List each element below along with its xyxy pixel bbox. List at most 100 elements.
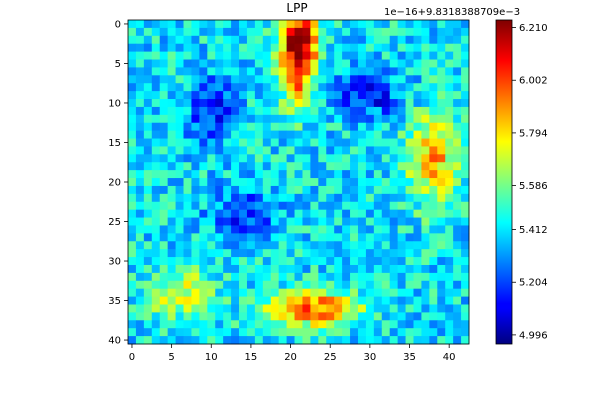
heatmap-cell: [453, 154, 462, 163]
heatmap-cell: [278, 99, 287, 108]
heatmap-cells: [128, 20, 470, 345]
heatmap-cell: [342, 241, 351, 250]
heatmap-cell: [421, 162, 430, 171]
heatmap-cell: [167, 201, 176, 211]
heatmap-cell: [239, 162, 248, 171]
heatmap-cell: [175, 27, 184, 37]
heatmap-cell: [175, 178, 184, 187]
heatmap-cell: [167, 20, 176, 29]
heatmap-cell: [175, 201, 184, 211]
heatmap-cell: [389, 304, 399, 313]
heatmap-cell: [254, 83, 264, 92]
heatmap-cell: [223, 249, 232, 258]
heatmap-cell: [183, 130, 192, 139]
heatmap-cell: [231, 225, 240, 234]
heatmap-cell: [191, 201, 200, 211]
heatmap-cell: [215, 328, 224, 337]
heatmap-cell: [254, 185, 264, 195]
heatmap-cell: [246, 312, 256, 321]
heatmap-cell: [286, 170, 295, 179]
heatmap-cell: [318, 304, 327, 313]
heatmap-cell: [405, 59, 414, 68]
heatmap-cell: [389, 138, 399, 147]
x-tick-label: 40: [443, 352, 456, 363]
heatmap-cell: [373, 154, 383, 163]
heatmap-cell: [175, 264, 184, 274]
heatmap-cell: [350, 241, 359, 250]
x-tick-label: 25: [324, 352, 337, 363]
heatmap-cell: [239, 59, 248, 68]
heatmap-cell: [199, 51, 208, 60]
heatmap-cell: [445, 20, 454, 29]
heatmap-cell: [199, 209, 208, 218]
heatmap-cell: [413, 272, 422, 282]
heatmap-cell: [342, 154, 351, 163]
heatmap-cell: [294, 138, 303, 147]
heatmap-cell: [437, 217, 446, 226]
heatmap-cell: [151, 99, 161, 108]
heatmap-cell: [302, 304, 311, 313]
heatmap-cell: [381, 20, 391, 29]
heatmap-cell: [381, 27, 391, 37]
heatmap-cell: [254, 178, 264, 187]
heatmap-cell: [326, 328, 335, 337]
heatmap-cell: [294, 296, 303, 305]
heatmap-cell: [445, 59, 454, 68]
heatmap-cell: [246, 130, 256, 139]
heatmap-cell: [318, 241, 327, 250]
heatmap-cell: [246, 59, 256, 68]
heatmap-cell: [310, 296, 319, 305]
heatmap-cell: [429, 233, 438, 242]
heatmap-cell: [128, 35, 137, 45]
heatmap-cell: [421, 336, 430, 345]
heatmap-cell: [310, 233, 319, 242]
heatmap-cell: [231, 193, 240, 203]
heatmap-cell: [135, 233, 145, 242]
heatmap-cell: [254, 138, 264, 147]
heatmap-cell: [302, 328, 311, 337]
heatmap-cell: [223, 114, 232, 124]
heatmap-cell: [286, 162, 295, 171]
heatmap-cell: [167, 178, 176, 187]
heatmap-cell: [207, 209, 216, 218]
heatmap-cell: [143, 257, 153, 266]
heatmap-cell: [294, 280, 303, 290]
heatmap-cell: [342, 336, 351, 345]
heatmap-cell: [128, 178, 137, 187]
heatmap-cell: [350, 201, 359, 211]
heatmap-cell: [191, 138, 200, 147]
heatmap-cell: [389, 59, 399, 68]
heatmap-cell: [199, 146, 208, 155]
heatmap-cell: [294, 201, 303, 211]
heatmap-cell: [445, 209, 454, 218]
heatmap-cell: [373, 178, 383, 187]
heatmap-cell: [397, 106, 406, 116]
heatmap-cell: [357, 185, 367, 195]
heatmap-cell: [175, 257, 184, 266]
heatmap-cell: [413, 328, 422, 337]
heatmap-cell: [159, 304, 169, 313]
heatmap-cell: [437, 146, 446, 155]
heatmap-cell: [262, 146, 272, 155]
heatmap-cell: [175, 225, 184, 234]
heatmap-cell: [246, 122, 256, 132]
heatmap-cell: [239, 288, 248, 297]
heatmap-cell: [128, 106, 137, 116]
heatmap-cell: [357, 217, 367, 226]
heatmap-cell: [453, 51, 462, 60]
heatmap-cell: [278, 280, 287, 290]
heatmap-cell: [183, 241, 192, 250]
heatmap-cell: [191, 170, 200, 179]
heatmap-cell: [286, 296, 295, 305]
heatmap-cell: [405, 312, 414, 321]
heatmap-cell: [342, 27, 351, 37]
heatmap-cell: [326, 146, 335, 155]
heatmap-cell: [151, 146, 161, 155]
heatmap-cell: [405, 35, 414, 45]
heatmap-cell: [357, 43, 367, 53]
heatmap-cell: [215, 217, 224, 226]
x-tick-label: 30: [364, 352, 377, 363]
heatmap-cell: [167, 51, 176, 60]
heatmap-cell: [231, 122, 240, 132]
heatmap-cell: [246, 178, 256, 187]
